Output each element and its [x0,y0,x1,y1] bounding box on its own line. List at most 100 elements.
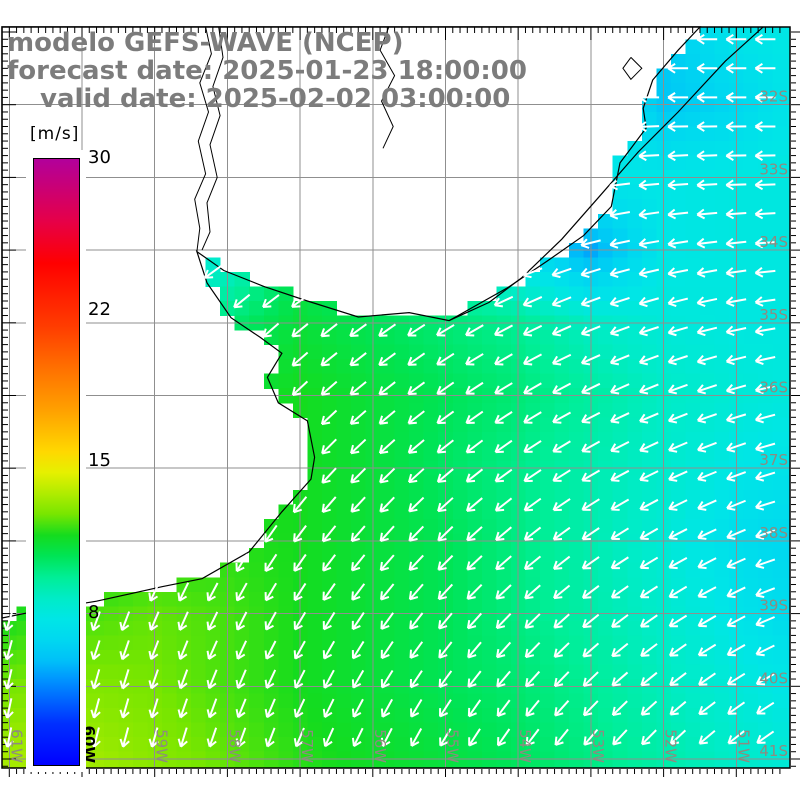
colorbar-gradient [33,158,80,766]
wind-speed-cell [336,402,352,418]
wind-direction-arrow [351,698,364,718]
wind-direction-arrow [667,412,688,424]
arrow-glyph [90,669,101,690]
wind-direction-arrow [90,669,101,690]
wind-speed-cell [598,373,614,389]
wind-direction-arrow [754,237,776,249]
latitude-label: 37S [759,451,788,469]
wind-speed-cell [249,286,265,302]
wind-speed-cell [380,737,396,753]
arrow-glyph [610,440,630,453]
wind-speed-cell [278,373,294,389]
wind-direction-arrow [148,698,159,719]
wind-speed-cell [685,359,701,375]
arrow-glyph [551,325,572,337]
wind-speed-cell [700,271,716,287]
arrow-glyph [696,384,718,395]
arrow-glyph [466,612,483,630]
wind-direction-arrow [754,296,776,307]
wind-speed-cell [307,562,323,578]
wind-direction-arrow [696,354,718,366]
wind-direction-arrow [668,441,688,453]
wind-speed-cell [598,737,614,753]
arrow-glyph [380,669,394,689]
arrow-glyph [380,698,394,718]
wind-speed-cell [496,504,512,520]
wind-speed-cell [627,664,643,680]
wind-speed-cell [409,737,425,753]
arrow-glyph [525,670,541,688]
wind-speed-cell [540,519,556,535]
wind-speed-cell [452,519,468,535]
wind-speed-cell [598,257,614,273]
arrow-glyph [755,442,776,453]
wind-direction-arrow [264,669,277,689]
wind-speed-cell [787,417,791,433]
wind-speed-cell [540,330,556,346]
wind-direction-arrow [640,643,658,657]
arrow-glyph [235,611,248,631]
wind-direction-arrow [581,469,601,482]
wind-speed-cell [409,402,425,418]
arrow-glyph [293,553,307,572]
wind-speed-cell [670,141,686,157]
wind-speed-cell [394,577,410,593]
arrow-glyph [552,382,572,395]
arrow-glyph [611,642,629,658]
wind-speed-cell [598,562,614,578]
wind-speed-cell [380,330,396,346]
wind-direction-arrow [638,238,660,249]
wind-direction-arrow [696,179,718,191]
arrow-glyph [177,727,188,748]
wind-direction-arrow [90,611,101,632]
arrow-glyph [725,62,747,74]
wind-speed-cell [191,577,207,593]
arrow-glyph [697,470,717,482]
wind-speed-cell [540,722,556,738]
arrow-glyph [725,121,747,132]
arrow-glyph [667,62,689,74]
wind-speed-cell [743,562,759,578]
arrow-glyph [437,525,454,542]
wind-speed-cell [700,199,716,215]
wind-speed-cell [423,737,439,753]
wind-direction-arrow [293,525,307,543]
wind-direction-arrow [523,497,542,512]
wind-speed-cell [598,635,614,651]
wind-speed-cell [394,620,410,636]
wind-speed-cell [249,591,265,607]
wind-speed-cell [162,708,178,724]
wind-direction-arrow [667,355,688,366]
wind-speed-cell [569,591,585,607]
arrow-glyph [755,673,775,686]
wind-speed-cell [758,330,774,346]
wind-speed-cell [700,402,716,418]
wind-direction-arrow [378,381,396,396]
wind-speed-cell [685,562,701,578]
arrow-glyph [437,497,454,513]
wind-direction-arrow [667,267,689,278]
arrow-glyph [378,410,396,425]
arrow-glyph [668,499,688,511]
wind-direction-arrow [378,323,397,337]
forecast-date-line: forecast date: 2025-01-23 18:00:00 [7,56,527,86]
wind-speed-cell [714,402,730,418]
arrow-glyph [90,640,101,661]
wind-speed-cell [685,213,701,229]
wind-direction-arrow [581,440,601,453]
arrow-glyph [668,441,688,453]
wind-speed-cell [336,431,352,447]
arrow-glyph [523,526,542,541]
wind-speed-cell [714,548,730,564]
wind-speed-cell [569,490,585,506]
wind-direction-arrow [407,352,426,366]
wind-speed-cell [540,301,556,317]
wind-speed-cell [670,620,686,636]
wind-speed-cell [685,257,701,273]
arrow-glyph [697,528,717,540]
wind-speed-cell [118,635,134,651]
wind-speed-cell [307,417,323,433]
latitude-label: 33S [759,160,788,178]
wind-speed-cell [540,446,556,462]
wind-speed-cell [351,737,367,753]
